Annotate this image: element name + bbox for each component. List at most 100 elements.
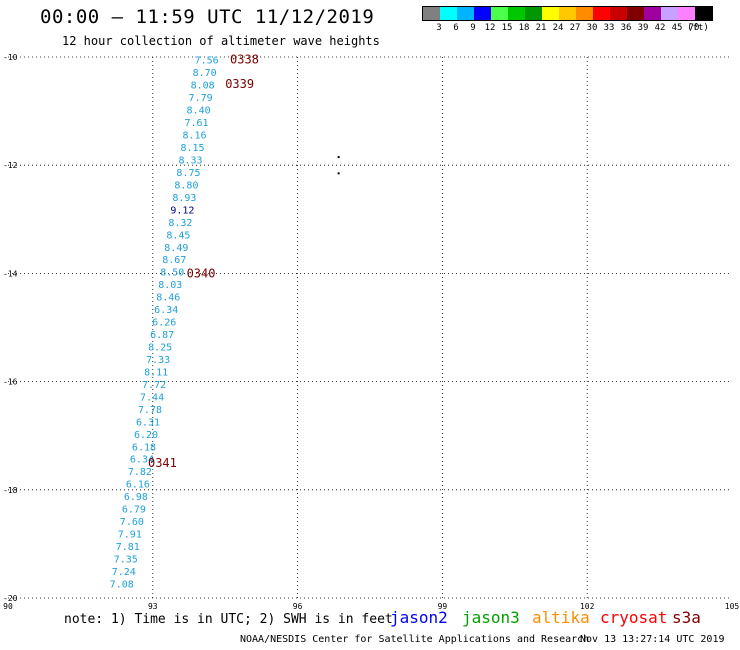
y-tick-label: -16 <box>3 378 18 387</box>
legend-swatch <box>423 7 440 20</box>
legend-label: 30 <box>586 23 598 33</box>
x-tick-label: 99 <box>438 602 448 611</box>
wave-height-value: 8.70 <box>193 68 217 79</box>
legend-swatch <box>661 7 678 20</box>
wave-height-value: 7.33 <box>146 355 170 366</box>
page-title: 00:00 – 11:59 UTC 11/12/2019 <box>40 6 375 28</box>
legend-label: 24 <box>552 23 564 33</box>
wave-height-value: 8.46 <box>156 293 180 304</box>
legend-labels: 3 6 9 12 15 18 21 24 27 30 33 36 39 42 45 70 (ft) <box>422 21 713 33</box>
wave-height-value: 8.03 <box>158 280 182 291</box>
wave-height-value: 7.81 <box>116 542 140 553</box>
legend-swatch <box>508 7 525 20</box>
wave-height-value: 8.32 <box>168 218 192 229</box>
satellite-label-cryosat: cryosat <box>600 608 668 627</box>
wave-height-value: 7.56 <box>195 56 219 67</box>
wave-height-value: 8.25 <box>148 343 172 354</box>
wave-height-value: 7.79 <box>189 93 213 104</box>
legend-swatch <box>542 7 559 20</box>
wave-height-value: 6.16 <box>126 480 150 491</box>
wave-height-value: 6.34 <box>154 305 178 316</box>
wave-height-value: 8.45 <box>166 230 190 241</box>
x-tick-label: 105 <box>725 602 740 611</box>
x-tick-label: 96 <box>293 602 303 611</box>
x-tick-label: 90 <box>3 602 13 611</box>
legend-swatch <box>678 7 695 20</box>
legend-label: 70 <box>688 23 700 33</box>
legend-swatch <box>474 7 491 20</box>
page-subtitle: 12 hour collection of altimeter wave hei… <box>62 34 380 48</box>
legend-swatch <box>440 7 457 20</box>
satellite-label-jason2: jason2 <box>390 608 448 627</box>
land-mark <box>337 156 340 159</box>
wave-height-value: 6.79 <box>122 505 146 516</box>
legend-label: 39 <box>637 23 649 33</box>
legend-label: 6 <box>453 23 459 33</box>
legend-label: 21 <box>535 23 547 33</box>
color-legend: 3 6 9 12 15 18 21 24 27 30 33 36 39 42 45 70 (ft) <box>422 6 713 33</box>
wave-height-value: 8.16 <box>182 131 206 142</box>
wave-height-value: 8.11 <box>144 367 168 378</box>
legend-swatch <box>576 7 593 20</box>
legend-label: 18 <box>518 23 530 33</box>
legend-label: 9 <box>470 23 476 33</box>
land-mark <box>337 172 340 175</box>
wave-height-value: 7.61 <box>185 118 209 129</box>
legend-label: 33 <box>603 23 615 33</box>
satellite-label-jason3: jason3 <box>462 608 520 627</box>
wave-height-value: 8.33 <box>178 155 202 166</box>
legend-swatches <box>422 6 713 21</box>
legend-label: 27 <box>569 23 581 33</box>
pass-time-label: 0339 <box>225 77 254 91</box>
y-tick-label: -14 <box>3 269 18 278</box>
legend-label: 42 <box>654 23 666 33</box>
wave-height-value: 6.26 <box>152 318 176 329</box>
wave-height-value: 8.67 <box>162 255 186 266</box>
wave-height-value: 7.60 <box>120 517 144 528</box>
wave-height-value: 8.49 <box>164 243 188 254</box>
y-tick-label: -20 <box>3 594 18 603</box>
wave-height-value: 8.75 <box>176 168 200 179</box>
y-tick-label: -12 <box>3 161 18 170</box>
satellite-label-altika: altika <box>532 608 590 627</box>
wave-height-value: 8.15 <box>180 143 204 154</box>
wave-height-value: 6.20 <box>134 430 158 441</box>
wave-height-value: 7.08 <box>110 579 134 590</box>
pass-time-label: 0338 <box>230 53 259 67</box>
y-tick-label: -10 <box>3 53 18 62</box>
wave-height-value: 7.82 <box>128 467 152 478</box>
legend-swatch <box>627 7 644 20</box>
wave-height-value: 8.93 <box>172 193 196 204</box>
wave-height-value: 6.18 <box>132 442 156 453</box>
legend-swatch <box>559 7 576 20</box>
wave-height-value: 6.31 <box>136 417 160 428</box>
legend-swatch <box>695 7 712 20</box>
wave-height-value: 6.87 <box>150 330 174 341</box>
wave-height-value: 7.78 <box>138 405 162 416</box>
footer-credit: NOAA/NESDIS Center for Satellite Applica… <box>240 634 590 645</box>
legend-swatch <box>644 7 661 20</box>
pass-time-label: 0341 <box>148 456 177 470</box>
wave-height-value: 7.91 <box>118 530 142 541</box>
wave-height-value: 8.80 <box>174 180 198 191</box>
legend-label: 36 <box>620 23 632 33</box>
y-tick-label: -18 <box>3 486 18 495</box>
wave-height-value: 6.98 <box>124 492 148 503</box>
legend-label: 3 <box>436 23 442 33</box>
wave-height-value: 7.35 <box>114 555 138 566</box>
wave-height-value: 8.40 <box>187 106 211 117</box>
legend-swatch <box>457 7 474 20</box>
legend-swatch <box>491 7 508 20</box>
legend-label: 15 <box>501 23 513 33</box>
x-tick-label: 102 <box>580 602 595 611</box>
wave-height-value: 8.08 <box>191 81 215 92</box>
footer-note: note: 1) Time is in UTC; 2) SWH is in fe… <box>64 612 393 627</box>
legend-unit: (ft) <box>687 23 709 33</box>
satellite-label-s3a: s3a <box>672 608 701 627</box>
footer-timestamp: Nov 13 13:27:14 UTC 2019 <box>580 634 725 645</box>
wave-height-value: 7.24 <box>112 567 136 578</box>
legend-swatch <box>593 7 610 20</box>
wave-height-value: 9.12 <box>170 205 194 216</box>
wave-height-value: 7.44 <box>140 392 164 403</box>
